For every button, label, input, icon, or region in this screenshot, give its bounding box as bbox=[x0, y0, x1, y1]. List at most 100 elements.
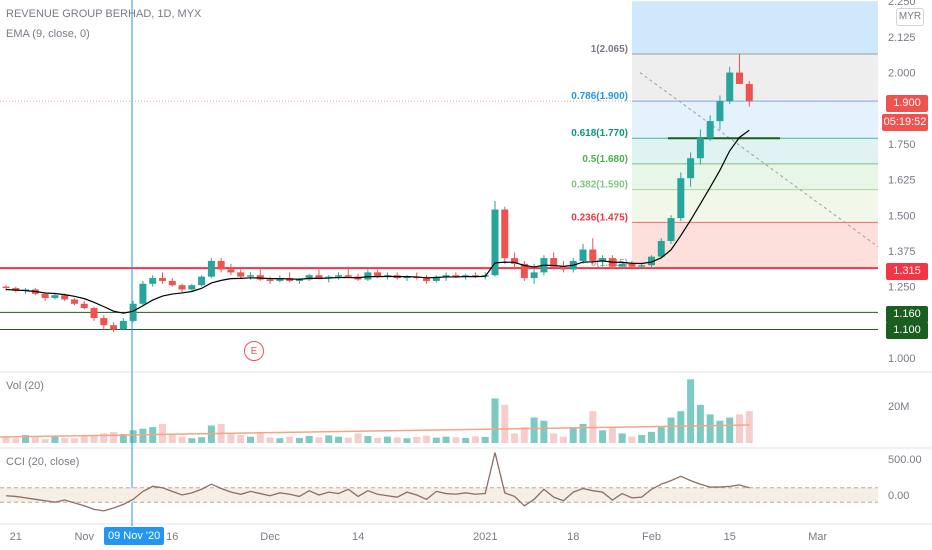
candle-body bbox=[647, 256, 655, 266]
candle-body bbox=[168, 280, 176, 286]
volume-bar bbox=[335, 436, 343, 443]
volume-bar bbox=[247, 436, 254, 443]
fib-zone bbox=[632, 54, 878, 102]
volume-bar bbox=[41, 439, 49, 443]
price-axis-label: 2.000 bbox=[888, 68, 916, 80]
candle-body bbox=[227, 269, 235, 273]
candle-body bbox=[520, 263, 528, 279]
candle-body bbox=[178, 285, 186, 290]
volume-bar bbox=[579, 423, 587, 443]
candle-body bbox=[266, 279, 274, 281]
fib-level-label: 0.382(1.590) bbox=[571, 180, 628, 191]
volume-bar bbox=[667, 417, 675, 443]
time-axis-label: 18 bbox=[567, 531, 579, 543]
candle-body bbox=[638, 265, 646, 267]
volume-bar bbox=[168, 433, 176, 443]
candle-body bbox=[61, 295, 69, 300]
symbol-legend: REVENUE GROUP BERHAD, 1D, MYX bbox=[6, 8, 202, 20]
volume-bar bbox=[80, 436, 88, 443]
time-axis-label: 21 bbox=[10, 531, 22, 543]
candle-body bbox=[726, 72, 734, 102]
candle-body bbox=[618, 263, 626, 267]
candle-body bbox=[736, 72, 743, 84]
volume-bar bbox=[432, 437, 440, 443]
volume-bar bbox=[706, 414, 714, 443]
volume-bar bbox=[266, 437, 274, 443]
candle-body bbox=[51, 295, 59, 299]
candle-body bbox=[677, 178, 685, 219]
hline-tag-1100[interactable]: 1.100 bbox=[886, 322, 928, 339]
candle-body bbox=[559, 266, 567, 270]
candle-body bbox=[374, 272, 382, 277]
volume-bar bbox=[51, 436, 59, 443]
fib-level-label: 1(2.065) bbox=[591, 44, 628, 55]
candle-body bbox=[305, 275, 313, 280]
volume-bar bbox=[295, 437, 303, 443]
volume-bar bbox=[110, 431, 118, 443]
volume-bar bbox=[188, 438, 196, 443]
volume-bar bbox=[736, 414, 743, 443]
volume-bar bbox=[638, 435, 646, 443]
volume-bar bbox=[90, 435, 98, 443]
candle-body bbox=[188, 285, 196, 290]
volume-bar bbox=[716, 420, 724, 443]
candle-body bbox=[90, 308, 98, 319]
candle-body bbox=[432, 276, 440, 281]
hline-tag-1315[interactable]: 1.315 bbox=[886, 263, 928, 280]
candle-body bbox=[491, 209, 499, 276]
candle-body bbox=[716, 101, 724, 122]
volume-bar bbox=[481, 436, 489, 443]
volume-bar bbox=[462, 437, 470, 443]
volume-bar bbox=[618, 433, 626, 443]
candle-body bbox=[657, 240, 665, 257]
volume-bar bbox=[393, 437, 401, 443]
volume-bar bbox=[569, 427, 577, 443]
candle-body bbox=[335, 275, 343, 277]
candle-body bbox=[452, 275, 460, 277]
volume-bar bbox=[315, 437, 323, 443]
time-axis-label: 15 bbox=[724, 531, 736, 543]
volume-bar bbox=[491, 398, 499, 443]
volume-bar bbox=[413, 436, 421, 443]
candle-body bbox=[207, 260, 215, 277]
candle-body bbox=[256, 275, 264, 280]
fib-zone bbox=[632, 1, 878, 54]
volume-legend: Vol (20) bbox=[6, 380, 44, 392]
candle-body bbox=[139, 283, 147, 304]
volume-bar bbox=[520, 427, 528, 443]
cci-axis-label: 500.00 bbox=[888, 454, 922, 466]
volume-bar bbox=[530, 417, 538, 443]
candle-body bbox=[276, 278, 284, 281]
volume-bar bbox=[628, 436, 636, 443]
volume-bar bbox=[286, 436, 294, 443]
volume-bar bbox=[129, 430, 137, 443]
time-axis-label: Dec bbox=[260, 531, 280, 543]
volume-bar bbox=[423, 435, 431, 443]
price-axis-label: 1.250 bbox=[888, 282, 916, 294]
hline-tag-1160[interactable]: 1.160 bbox=[886, 306, 928, 323]
fib-zone bbox=[632, 101, 878, 139]
volume-bar bbox=[256, 431, 264, 443]
candle-body bbox=[550, 258, 558, 267]
earnings-icon[interactable]: E bbox=[244, 341, 264, 361]
cci-legend: CCI (20, close) bbox=[6, 456, 80, 468]
candle-body bbox=[237, 272, 245, 277]
candle-body bbox=[110, 325, 118, 330]
time-axis-label: Mar bbox=[808, 531, 827, 543]
candle-body bbox=[599, 258, 607, 261]
price-axis-label: 1.000 bbox=[888, 353, 916, 365]
ema-line bbox=[5, 129, 750, 314]
currency-badge[interactable]: MYR bbox=[896, 8, 924, 26]
volume-bar bbox=[100, 433, 108, 443]
candle-body bbox=[471, 275, 479, 277]
volume-bar bbox=[227, 433, 235, 443]
candle-body bbox=[667, 218, 675, 241]
candle-body bbox=[501, 209, 509, 259]
volume-bar bbox=[726, 417, 734, 443]
candle-body bbox=[119, 320, 127, 330]
volume-bar bbox=[198, 437, 206, 443]
volume-bar bbox=[745, 411, 753, 443]
candle-body bbox=[579, 249, 587, 261]
fib-level-label: 0.786(1.900) bbox=[571, 91, 628, 102]
